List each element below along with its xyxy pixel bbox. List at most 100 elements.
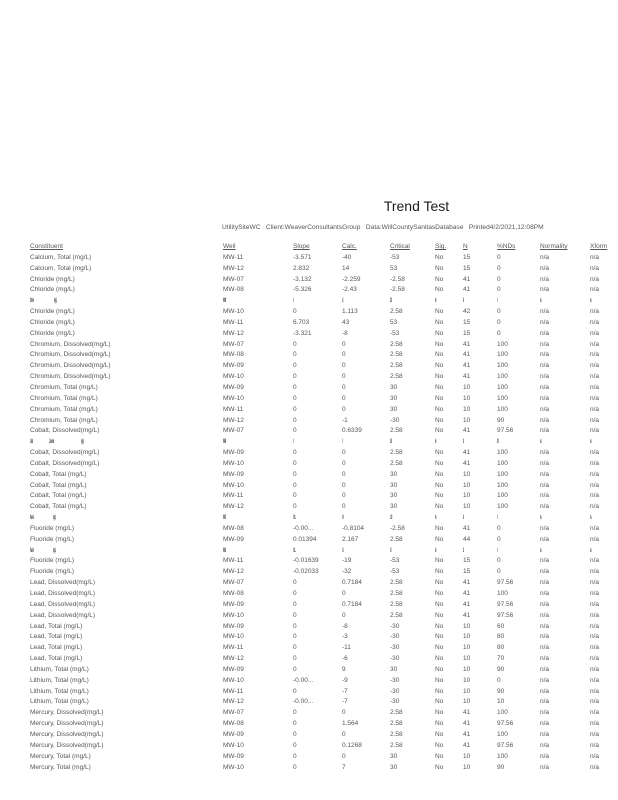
table-cell: n/a bbox=[540, 579, 550, 587]
table-cell: n/a bbox=[590, 590, 600, 597]
table-cell: 80 bbox=[497, 644, 505, 652]
table-cell: Mercury, Dissolved(mg/L) bbox=[30, 709, 104, 717]
table-cell: n/a bbox=[590, 622, 600, 630]
table-cell: -53 bbox=[390, 557, 400, 565]
table-cell: MW-07 bbox=[223, 579, 244, 587]
table-row: Chloride (mg/L) MW-10 0 1.113 2.58 No 42 0 n/a n/… bbox=[30, 307, 618, 318]
table-cell: 97.56 bbox=[497, 579, 514, 587]
table-cell: MW-07 bbox=[223, 427, 244, 435]
table-cell: 44 bbox=[463, 535, 471, 543]
table-cell: n/a bbox=[590, 741, 600, 749]
table-cell: Chloride Chloride (mg/L)(mg/L) bbox=[30, 297, 58, 305]
table-cell: MW-09 bbox=[223, 535, 244, 543]
table-row: Fluoride Fluoride (mg/L)(mg/L) MW-07MW-07… bbox=[30, 513, 618, 524]
table-cell: No bbox=[435, 329, 444, 337]
table-cell: Lithium, Total (mg/L) bbox=[30, 687, 89, 695]
table-cell: No bbox=[435, 524, 444, 532]
table-cell: 00 bbox=[293, 438, 294, 446]
table-cell: 0 bbox=[293, 351, 297, 359]
table-cell: 53 bbox=[390, 264, 398, 272]
table-cell: n/a bbox=[590, 449, 600, 457]
table-cell: 30 bbox=[390, 394, 398, 402]
table-cell: No bbox=[435, 720, 444, 728]
table-cell: 0 bbox=[342, 383, 346, 391]
table-cell: 2.58 bbox=[390, 459, 403, 467]
table-cell: NoNo bbox=[435, 514, 437, 522]
table-cell: MW-09 bbox=[223, 362, 244, 370]
table-cell: 10 bbox=[463, 752, 471, 760]
table-cell: 41 bbox=[463, 720, 471, 728]
table-cell: n/a bbox=[540, 351, 550, 359]
table-cell: 30 bbox=[390, 481, 398, 489]
table-cell: 80 bbox=[497, 633, 505, 641]
table-body: Calcium, Total (mg/L) MW-11 -3.571 -40 -53 No… bbox=[30, 253, 618, 774]
table-cell: 0 bbox=[342, 590, 346, 597]
table-cell: 0 bbox=[497, 524, 501, 532]
table-cell: No bbox=[435, 470, 444, 478]
table-cell: -11 bbox=[342, 644, 351, 652]
table-cell: -30 bbox=[390, 633, 400, 641]
table-cell: n/a bbox=[590, 470, 600, 478]
table-cell: Lead, Total (mg/L) bbox=[30, 644, 83, 652]
table-cell: 10 bbox=[463, 622, 471, 630]
table-row: Cobalt, Total (mg/L) MW-09 0 0 30 No 10 100 n/a n… bbox=[30, 470, 618, 481]
table-cell: n/a bbox=[590, 752, 600, 760]
table-cell: 41 bbox=[463, 275, 471, 283]
table-cell: -3 bbox=[342, 633, 348, 641]
table-cell: 0 bbox=[293, 730, 297, 738]
table-cell: 2.58 bbox=[390, 535, 403, 543]
table-row: Fluoride (mg/L) MW-08 -0.00... -0.8104 -2.58… bbox=[30, 524, 618, 535]
table-cell: 42 bbox=[463, 308, 471, 316]
table-row: Chloride (mg/L) MW-08 -5.326 -2.43 -2.58 No 41… bbox=[30, 285, 618, 296]
table-cell: n/a bbox=[540, 752, 550, 760]
table-cell: n/a bbox=[540, 253, 550, 261]
table-cell: 15 bbox=[463, 329, 471, 337]
table-cell: 0.1268 bbox=[342, 741, 362, 749]
table-cell: 41 bbox=[463, 600, 471, 608]
table-cell: MW-11 bbox=[223, 253, 244, 261]
table-cell: 41 bbox=[463, 459, 471, 467]
table-cell: No bbox=[435, 492, 444, 500]
table-cell: MW-12 bbox=[223, 503, 244, 511]
table-cell: -9 bbox=[342, 676, 348, 684]
table-cell: n/a bbox=[590, 644, 600, 652]
table-cell: n/a bbox=[590, 524, 600, 532]
table-cell: n/a bbox=[540, 698, 550, 706]
table-cell: 97.56 bbox=[497, 427, 514, 435]
table-cell: -19 bbox=[342, 557, 352, 565]
table-cell: n/a bbox=[540, 286, 550, 294]
table-cell: n/a bbox=[540, 383, 550, 391]
table-cell: Lead, Dissolved(mg/L) bbox=[30, 611, 96, 619]
table-cell: n/a bbox=[540, 590, 550, 597]
table-cell: -0.9-0.9 bbox=[342, 514, 344, 522]
table-cell: Mercury, Dissolved(mg/L) bbox=[30, 730, 104, 738]
table-cell: n/a bbox=[590, 373, 600, 381]
table-cell: 10 bbox=[463, 633, 471, 641]
table-cell: Chromium, Total (mg/L) bbox=[30, 383, 98, 391]
table-cell: 60 bbox=[497, 622, 505, 630]
table-cell: MW-11 bbox=[223, 687, 244, 695]
table-cell: Lithium, Total (mg/L) bbox=[30, 698, 89, 706]
column-header: %NDs bbox=[497, 243, 516, 250]
table-cell: No bbox=[435, 741, 444, 749]
table-cell: MW-10 bbox=[223, 373, 244, 381]
table-cell: n/a bbox=[540, 340, 550, 348]
table-cell: 10 bbox=[463, 763, 471, 771]
table-cell: n/a bbox=[540, 611, 550, 619]
table-cell: No bbox=[435, 763, 444, 771]
table-cell: MW-08MW-08 bbox=[223, 438, 227, 446]
table-cell: 100 bbox=[497, 383, 508, 391]
table-cell: Lithium, Total (mg/L) bbox=[30, 665, 89, 673]
table-cell: -0.00... bbox=[293, 698, 314, 706]
table-cell: No bbox=[435, 318, 444, 326]
table-cell: 1515 bbox=[463, 546, 465, 554]
table-row: Lead, Total (mg/L) MW-09 0 -8 -30 No 10 60 n/a n/… bbox=[30, 622, 618, 633]
table-cell: 100 bbox=[497, 351, 508, 359]
table-cell: -3.571 bbox=[293, 253, 312, 261]
table-cell: 0 bbox=[293, 763, 297, 771]
table-cell: -3.321 bbox=[293, 329, 312, 337]
table-cell: Cobalt, Total (mg/L) bbox=[30, 470, 87, 478]
table-row: Fluoride (mg/L) MW-11 -0.01639 -19 -53 No 15 0 n… bbox=[30, 556, 618, 567]
table-cell: 100 bbox=[497, 470, 508, 478]
column-header: Normality bbox=[540, 243, 568, 250]
